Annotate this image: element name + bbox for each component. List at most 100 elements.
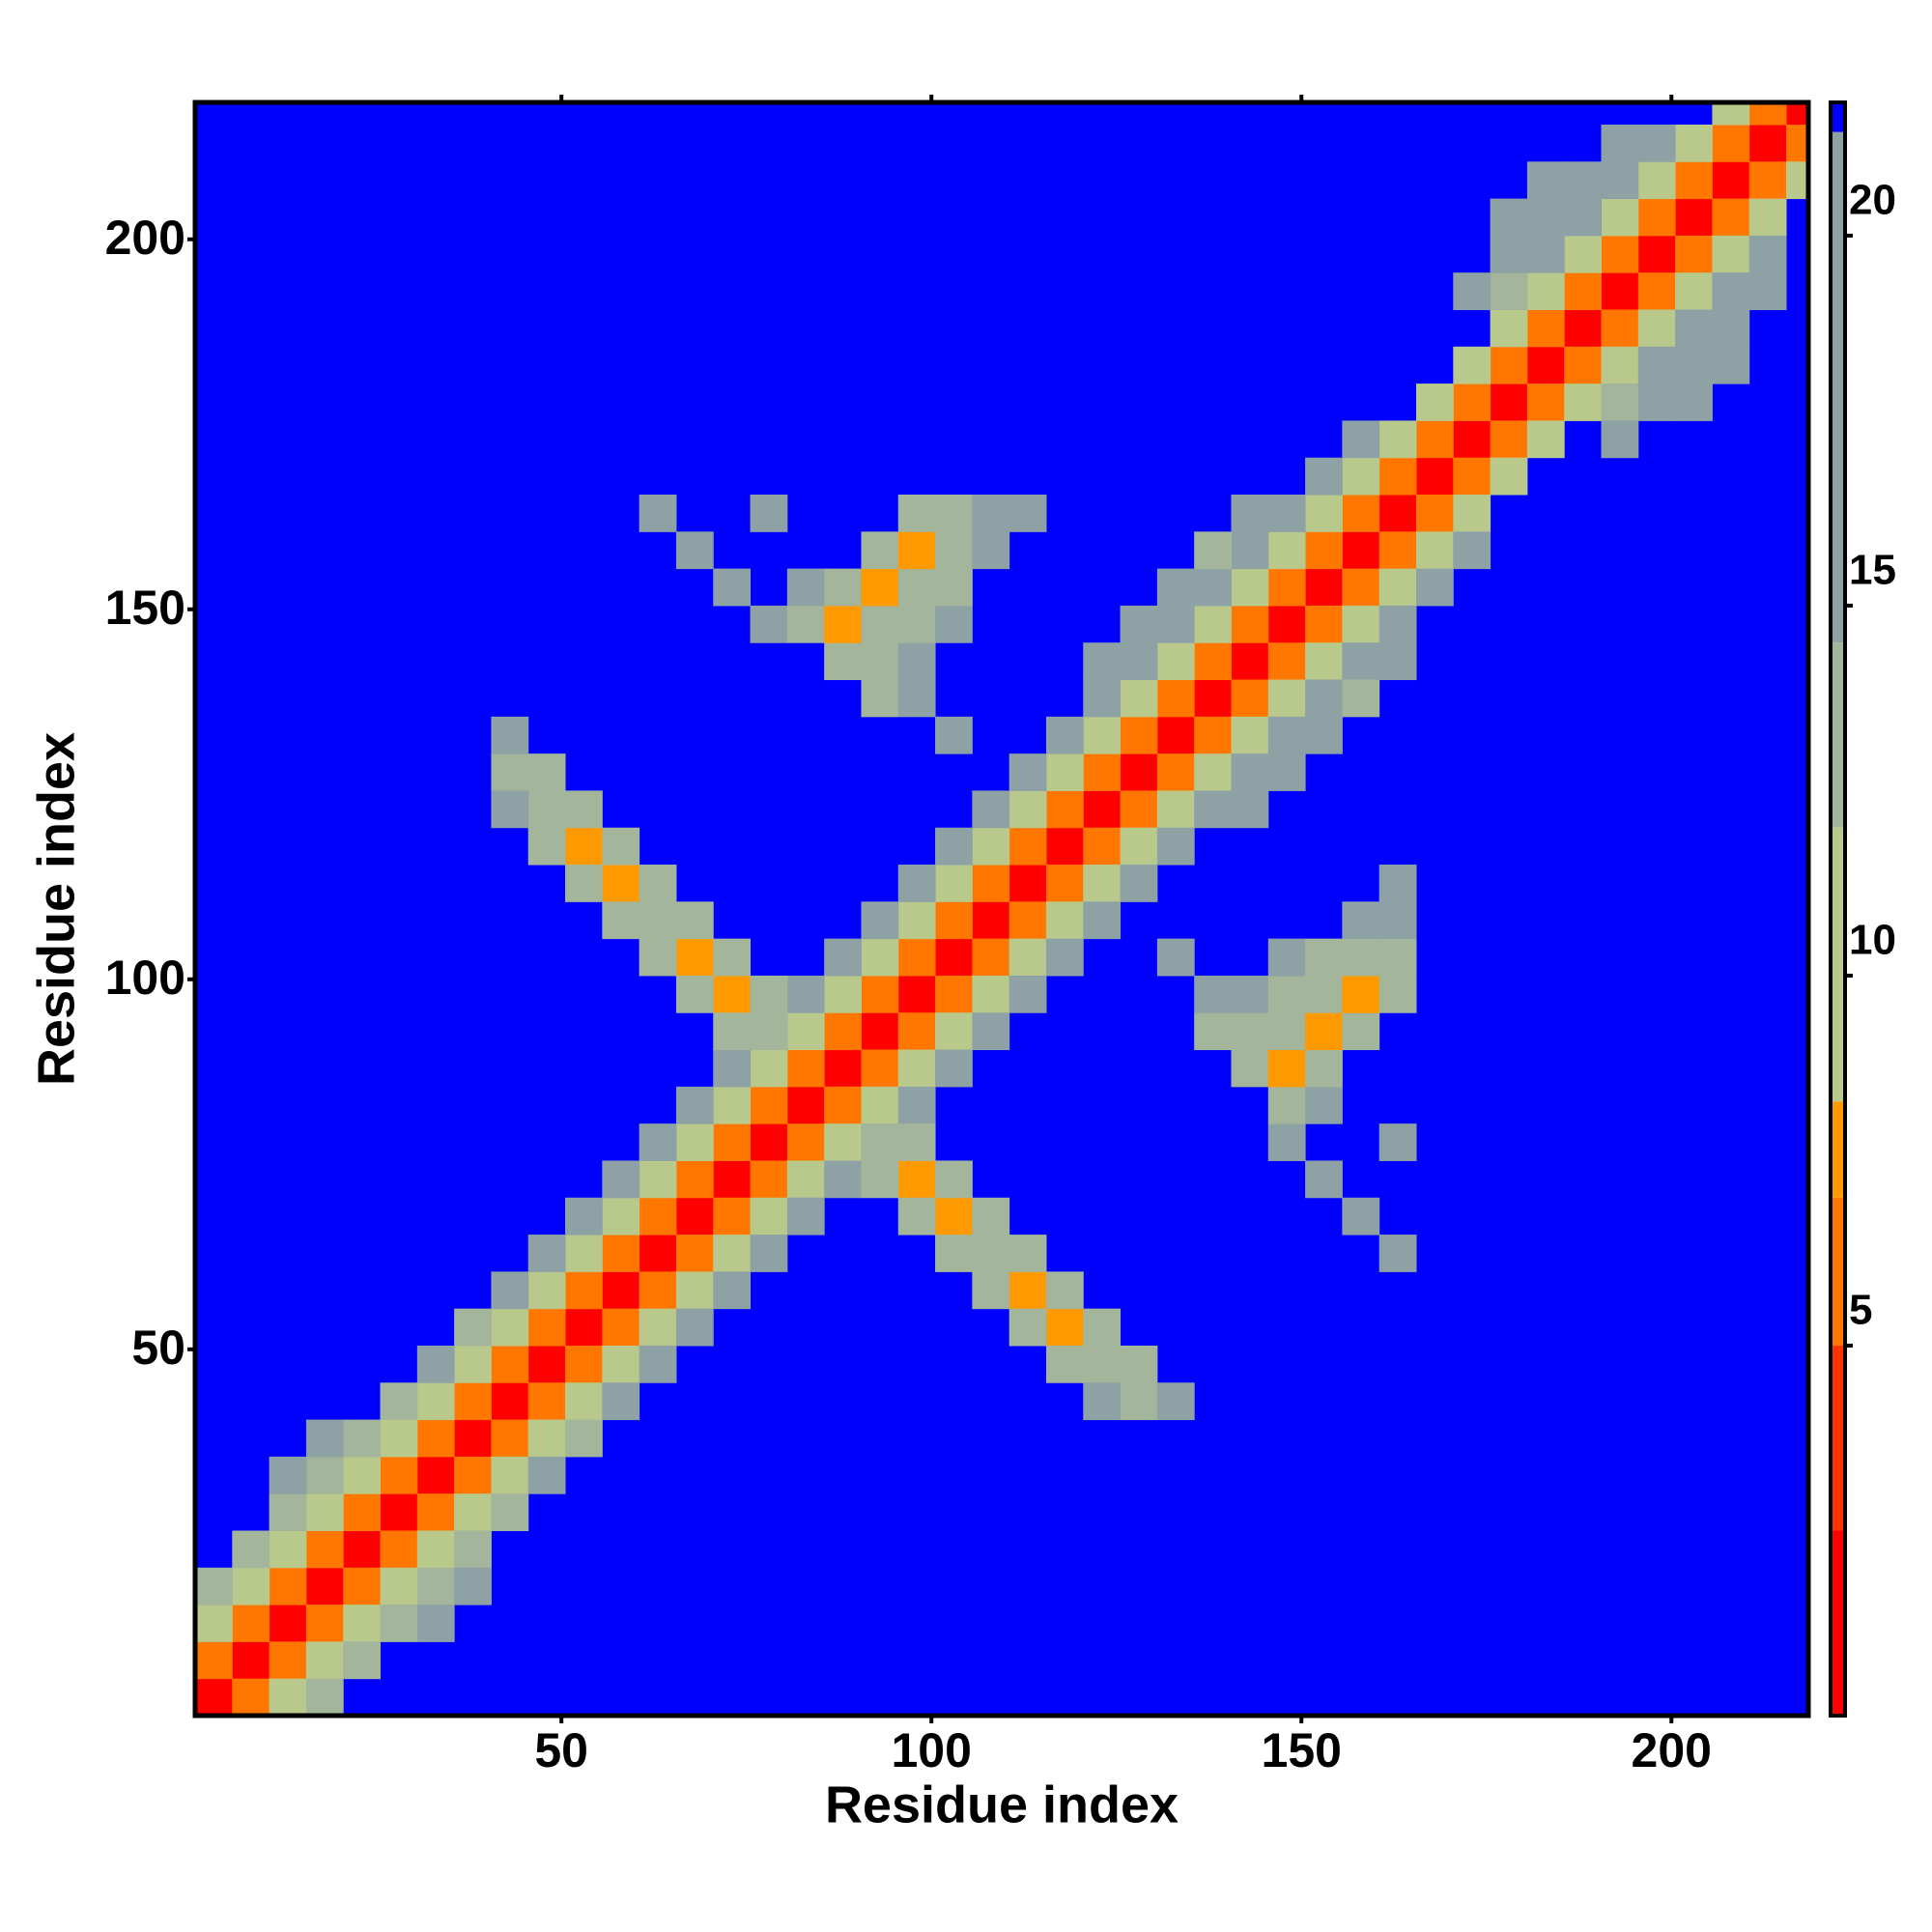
heatmap-cell (897, 1012, 936, 1051)
heatmap-cell (1045, 901, 1084, 940)
heatmap-cell (1637, 309, 1676, 348)
heatmap-cell (1526, 235, 1565, 273)
heatmap-cell (1194, 753, 1232, 791)
heatmap-cell (713, 1160, 752, 1199)
heatmap-cell (527, 827, 566, 866)
heatmap-cell (527, 1382, 566, 1421)
heatmap-cell (1675, 346, 1713, 384)
heatmap (195, 102, 1808, 1716)
heatmap-cell (786, 1012, 825, 1051)
heatmap-cell (639, 1123, 677, 1161)
heatmap-cell (1305, 938, 1343, 977)
heatmap-cell (305, 1678, 344, 1716)
heatmap-cell (491, 1493, 529, 1531)
heatmap-cell (935, 716, 973, 754)
heatmap-cell (1637, 346, 1676, 384)
heatmap-cell (861, 1086, 899, 1124)
colorbar-tick-label: 10 (1849, 917, 1896, 964)
heatmap-cell (639, 1197, 677, 1236)
heatmap-cell (1305, 1160, 1343, 1199)
heatmap-cell (1305, 457, 1343, 496)
heatmap-cell (750, 975, 788, 1013)
heatmap-cell (1120, 865, 1158, 902)
heatmap-cell (1194, 790, 1232, 829)
heatmap-cell (1712, 272, 1750, 310)
heatmap-cell (935, 1049, 973, 1088)
heatmap-cell (1415, 495, 1454, 532)
heatmap-cell (1083, 901, 1122, 940)
heatmap-cell (1231, 605, 1269, 643)
y-tick-label: 50 (131, 1321, 185, 1375)
heatmap-cell (897, 642, 936, 681)
heatmap-cell (861, 531, 899, 570)
heatmap-cell (1712, 161, 1750, 200)
heatmap-cell (897, 1086, 936, 1124)
heatmap-cell (1267, 975, 1306, 1013)
plot-frame (192, 99, 1811, 1719)
heatmap-cell (824, 1049, 862, 1088)
heatmap-cell (1675, 161, 1713, 200)
heatmap-cell (343, 1605, 382, 1642)
heatmap-cell (1637, 384, 1676, 421)
heatmap-cell (1267, 1012, 1306, 1051)
heatmap-cell (232, 1530, 270, 1569)
heatmap-cell (1009, 790, 1047, 829)
heatmap-cell (675, 1123, 714, 1161)
heatmap-cell (1712, 346, 1750, 384)
heatmap-cell (602, 827, 640, 866)
heatmap-cell (1009, 1271, 1047, 1310)
heatmap-cell (639, 938, 677, 977)
heatmap-cell (416, 1530, 455, 1569)
heatmap-cell (1267, 753, 1306, 791)
colorbar-band (1831, 131, 1845, 643)
heatmap-cell (824, 568, 862, 607)
heatmap-cell (1083, 679, 1122, 718)
heatmap-cell (1009, 901, 1047, 940)
heatmap-cell (305, 1530, 344, 1569)
heatmap-cell (935, 1012, 973, 1051)
heatmap-cell (343, 1493, 382, 1531)
heatmap-cell (1378, 568, 1417, 607)
heatmap-cell (232, 1678, 270, 1716)
colorbar-band (1831, 1530, 1845, 1716)
heatmap-cell (861, 1049, 899, 1088)
heatmap-cell (1045, 1345, 1084, 1383)
heatmap-cell (786, 975, 825, 1013)
heatmap-cell (491, 1456, 529, 1494)
heatmap-cell (1601, 198, 1639, 237)
heatmap-cell (1453, 531, 1492, 570)
heatmap-cell (675, 975, 714, 1013)
heatmap-cell (897, 1123, 936, 1161)
heatmap-cell (1378, 642, 1417, 681)
heatmap-cell (1490, 235, 1528, 273)
heatmap-cell (1378, 457, 1417, 496)
heatmap-cell (1305, 642, 1343, 681)
heatmap-cell (565, 1271, 603, 1310)
heatmap-cell (1009, 827, 1047, 866)
heatmap-cell (639, 1308, 677, 1347)
heatmap-cell (269, 1530, 307, 1569)
heatmap-cell (1305, 1049, 1343, 1088)
heatmap-cell (861, 1123, 899, 1161)
heatmap-cell (897, 1049, 936, 1088)
heatmap-cell (1490, 346, 1528, 384)
heatmap-cell (972, 901, 1010, 940)
heatmap-cell (343, 1567, 382, 1605)
heatmap-cell (1045, 716, 1084, 754)
heatmap-cell (269, 1641, 307, 1680)
heatmap-cell (713, 1271, 752, 1310)
heatmap-cell (1194, 1012, 1232, 1051)
heatmap-cell (1156, 938, 1195, 977)
heatmap-cell (897, 938, 936, 977)
heatmap-cell (1748, 272, 1787, 310)
heatmap-cell (1637, 161, 1676, 200)
heatmap-cell (897, 865, 936, 902)
heatmap-cell (1453, 457, 1492, 496)
heatmap-cell (972, 1012, 1010, 1051)
heatmap-cell (1601, 272, 1639, 310)
heatmap-cell (305, 1567, 344, 1605)
heatmap-cell (1231, 790, 1269, 829)
heatmap-cell (1564, 309, 1603, 348)
heatmap-cell (1120, 679, 1158, 718)
heatmap-cell (1194, 605, 1232, 643)
